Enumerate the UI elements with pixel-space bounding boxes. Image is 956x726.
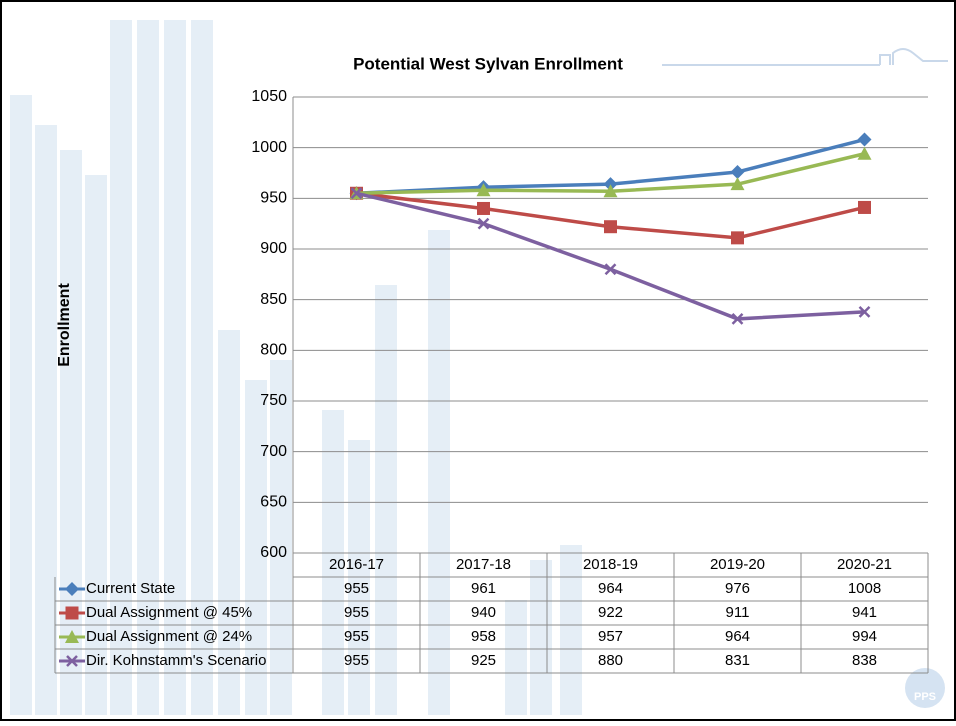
- x-tick-label: 2019-20: [710, 556, 765, 573]
- y-tick-label: 850: [260, 291, 287, 308]
- data-point: [604, 220, 617, 233]
- legend-label: Dir. Kohnstamm's Scenario: [86, 652, 266, 669]
- y-axis-label: Enrollment: [56, 283, 73, 367]
- chart: Potential West Sylvan Enrollment Enrollm…: [0, 0, 956, 721]
- table-value: 964: [598, 580, 623, 597]
- table-value: 955: [344, 628, 369, 645]
- table-value: 955: [344, 604, 369, 621]
- table-value: 911: [726, 604, 750, 621]
- y-tick-label: 1050: [251, 88, 287, 105]
- x-tick-label: 2016-17: [329, 556, 384, 573]
- x-tick-label: 2017-18: [456, 556, 511, 573]
- table-value: 1008: [848, 580, 881, 597]
- table-value: 941: [852, 604, 877, 621]
- table-value: 940: [471, 604, 496, 621]
- y-tick-label: 1000: [251, 139, 287, 156]
- table-value: 964: [725, 628, 750, 645]
- data-point: [477, 202, 490, 215]
- y-tick-label: 750: [260, 392, 287, 409]
- legend-label: Current State: [86, 580, 175, 597]
- data-point: [858, 201, 871, 214]
- y-tick-label: 800: [260, 342, 287, 359]
- y-tick-label: 950: [260, 190, 287, 207]
- table-value: 955: [344, 652, 369, 669]
- y-tick-label: 600: [260, 544, 287, 561]
- table-value: 925: [471, 652, 496, 669]
- table-value: 955: [344, 580, 369, 597]
- legend-marker: [66, 607, 79, 620]
- table-value: 957: [598, 628, 623, 645]
- legend-label: Dual Assignment @ 24%: [86, 628, 252, 645]
- x-tick-label: 2020-21: [837, 556, 892, 573]
- data-point: [731, 231, 744, 244]
- y-tick-label: 900: [260, 240, 287, 257]
- y-tick-label: 700: [260, 443, 287, 460]
- table-value: 958: [471, 628, 496, 645]
- pps-logo-text: PPS: [914, 691, 936, 703]
- table-value: 976: [725, 580, 750, 597]
- table-value: 922: [598, 604, 623, 621]
- table-value: 994: [852, 628, 877, 645]
- table-value: 880: [598, 652, 623, 669]
- table-value: 838: [852, 652, 877, 669]
- legend-label: Dual Assignment @ 45%: [86, 604, 252, 621]
- chart-title: Potential West Sylvan Enrollment: [353, 54, 623, 73]
- table-value: 831: [725, 652, 750, 669]
- x-tick-label: 2018-19: [583, 556, 638, 573]
- table-value: 961: [471, 580, 496, 597]
- y-tick-label: 650: [260, 494, 287, 511]
